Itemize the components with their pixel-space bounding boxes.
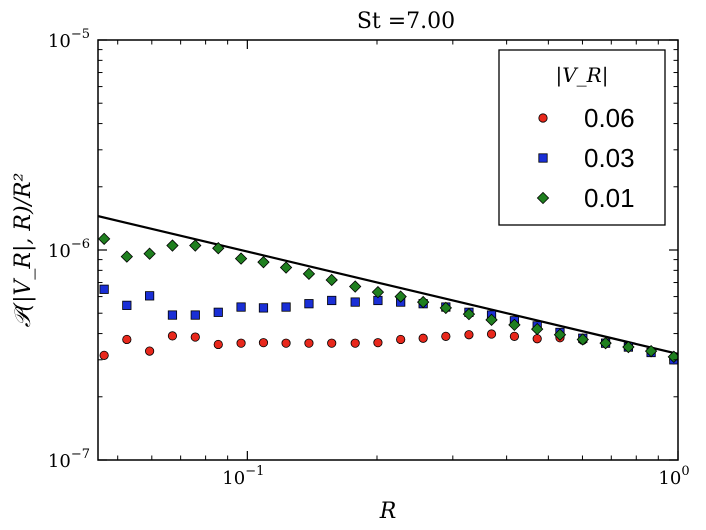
data-point xyxy=(622,340,635,354)
chart-title: St =7.00 xyxy=(357,9,455,34)
legend-marker xyxy=(538,113,548,123)
data-point xyxy=(213,339,223,350)
fit-line xyxy=(98,215,678,355)
data-point xyxy=(302,267,316,281)
data-point xyxy=(485,313,498,327)
data-point xyxy=(394,290,407,303)
x-tick-label: 10−1 xyxy=(222,464,264,489)
data-point xyxy=(304,299,314,309)
data-point xyxy=(350,338,360,348)
y-tick-label: 10−6 xyxy=(48,237,90,262)
data-point xyxy=(327,295,337,306)
data-point xyxy=(99,284,109,294)
data-point xyxy=(281,302,291,312)
data-point xyxy=(464,330,474,340)
data-point xyxy=(234,252,248,265)
data-point xyxy=(236,302,246,312)
y-axis-label: 𝒫(|V_R|, R)/R² xyxy=(11,173,36,328)
data-point xyxy=(508,318,521,332)
data-point xyxy=(462,307,476,321)
data-point xyxy=(350,297,360,307)
data-point xyxy=(327,338,337,348)
data-point xyxy=(122,334,132,345)
data-point xyxy=(190,332,200,342)
data-point xyxy=(439,301,452,315)
data-point xyxy=(304,338,314,348)
data-point xyxy=(236,338,246,348)
legend-marker xyxy=(536,191,550,205)
data-point xyxy=(396,334,406,345)
data-point xyxy=(281,338,291,348)
y-tick-label: 10−7 xyxy=(48,447,90,472)
data-point xyxy=(373,338,383,348)
data-point xyxy=(213,307,223,317)
legend-label: 0.06 xyxy=(584,103,635,133)
series-0.01 xyxy=(98,232,678,363)
data-point xyxy=(349,280,362,293)
data-point xyxy=(212,242,225,255)
data-point xyxy=(258,303,269,313)
data-point xyxy=(258,338,269,348)
data-point xyxy=(120,250,133,263)
data-point xyxy=(190,310,200,320)
legend-marker xyxy=(538,153,548,163)
data-point xyxy=(279,261,293,274)
legend-title: |V_R| xyxy=(556,63,609,88)
data-point xyxy=(145,346,155,356)
data-point xyxy=(486,329,497,339)
data-point xyxy=(167,310,178,320)
data-point xyxy=(325,273,338,287)
data-point xyxy=(599,337,612,350)
data-point xyxy=(576,333,589,346)
legend-label: 0.03 xyxy=(584,143,635,173)
legend-label: 0.01 xyxy=(584,183,635,213)
data-point xyxy=(418,333,428,343)
data-point xyxy=(644,344,658,358)
data-point xyxy=(553,328,567,341)
data-point xyxy=(416,295,430,309)
data-point xyxy=(257,256,270,269)
data-point xyxy=(166,239,179,252)
data-point xyxy=(531,322,544,336)
data-point xyxy=(167,331,178,341)
legend-box xyxy=(498,49,666,226)
x-axis-label: R xyxy=(379,499,397,524)
data-point xyxy=(441,331,451,341)
data-point xyxy=(145,291,155,301)
data-point xyxy=(99,350,109,360)
data-point xyxy=(189,239,202,252)
legend: |V_R| 0.06 0.03 0.01 xyxy=(498,49,666,226)
x-tick-label: 100 xyxy=(658,464,689,489)
data-point xyxy=(532,334,542,344)
data-point xyxy=(509,331,520,341)
data-point xyxy=(122,300,132,310)
y-tick-label: 10−5 xyxy=(48,27,90,52)
data-point xyxy=(98,232,111,246)
data-point xyxy=(371,285,385,299)
data-point xyxy=(143,247,156,260)
